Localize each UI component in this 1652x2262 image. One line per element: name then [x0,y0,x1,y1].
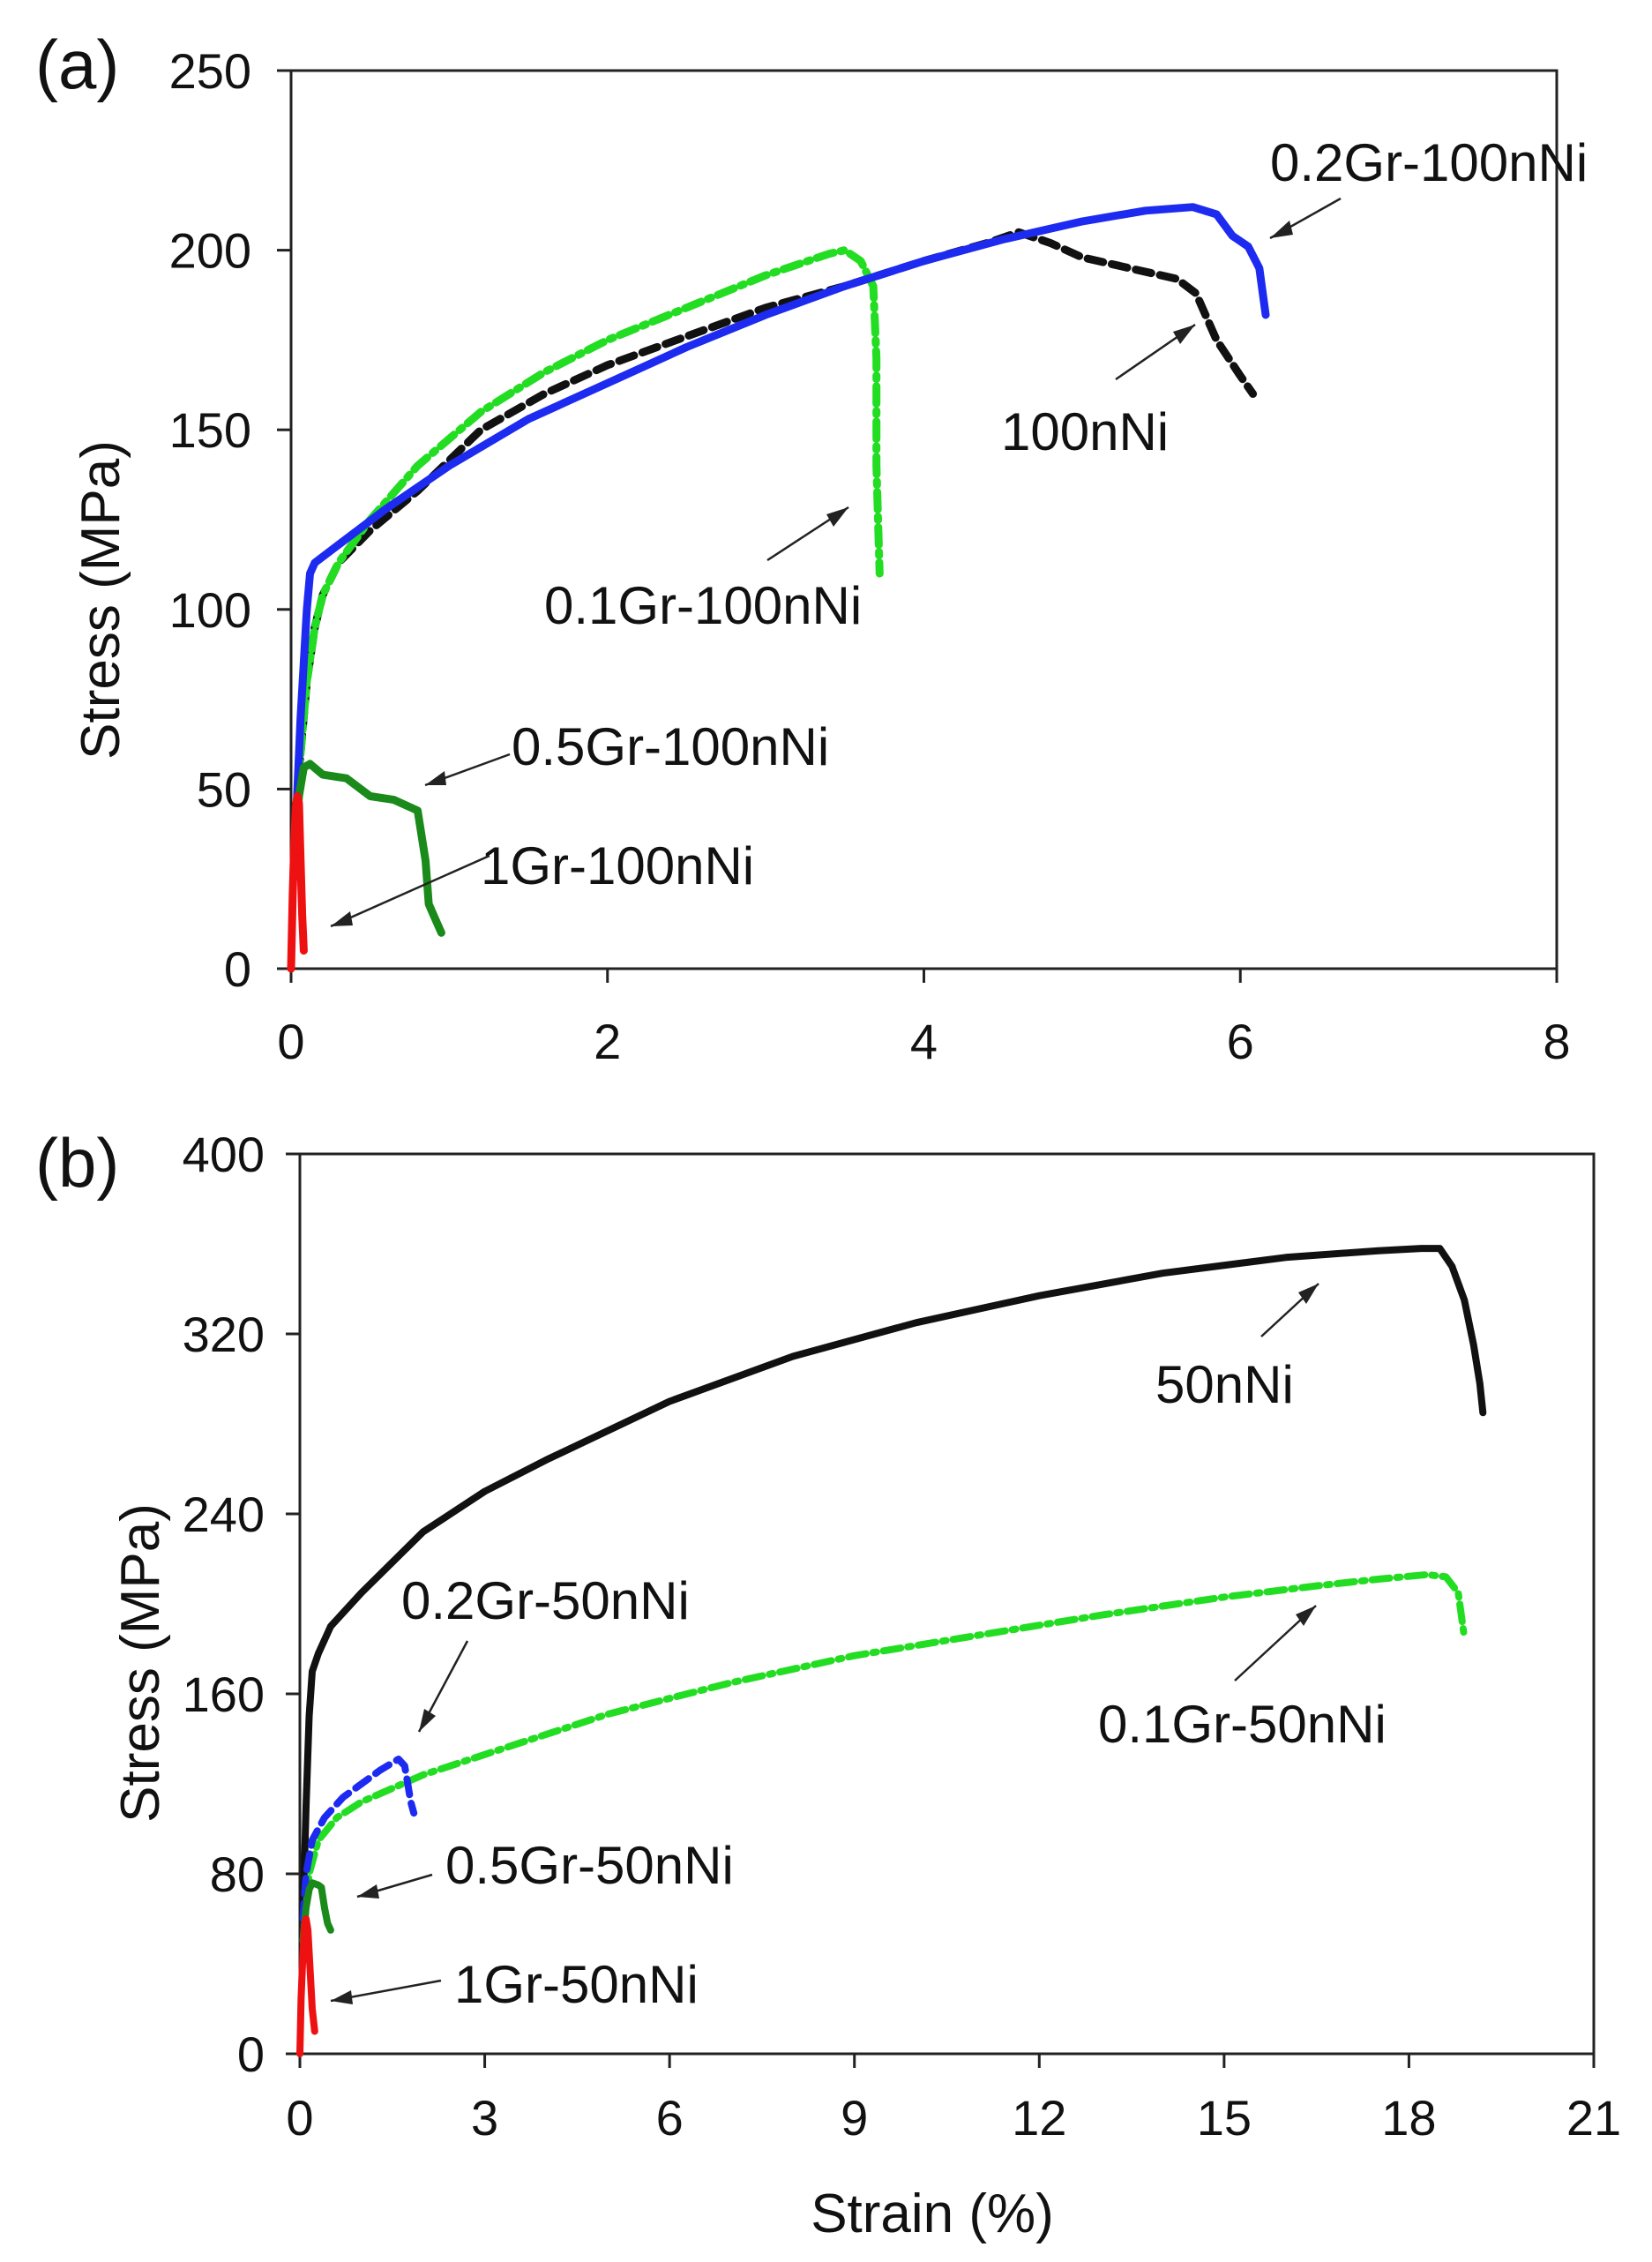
series-line-0.1gr-100nni [291,246,884,829]
panel-a-x-tick-label: 0 [277,1014,304,1069]
arrowhead-icon [1173,325,1195,344]
panel-b-frame [298,1152,1596,2056]
annotation-label-0.1gr-100nni: 0.1Gr-100nNi [544,576,862,635]
panel-a-y-tick-label: 100 [169,582,251,638]
panel-b-annotation-1gr-50nni: 1Gr-50nNi [330,1955,699,2014]
panel-b-y-axis-title: Stress (MPa) [110,1503,171,1823]
annotation-label-0.1gr-50nni: 0.1Gr-50nNi [1098,1695,1387,1754]
annotation-label-1gr-100nni: 1Gr-100nNi [481,836,754,895]
series-line-1gr-100nni [287,792,308,973]
panel-a-x-tick-label: 2 [594,1014,621,1069]
panel-a-x-tick-label: 8 [1543,1014,1570,1069]
series-line-0.1gr-50nni [299,1570,1469,1945]
panel-b-y-tick-label: 320 [183,1307,265,1362]
panel-b-annotation-0.1gr-50nni: 0.1Gr-50nNi [1098,1605,1387,1754]
series-line-0.2gr-50nni [299,1756,418,1922]
panel-a-y-tick-label: 150 [169,402,251,458]
panel-a-y-tick-label: 50 [197,761,251,817]
panel-a-y-tick-label: 0 [224,941,251,997]
series-line-50nni [299,1245,1487,1922]
annotation-label-0.5gr-50nni: 0.5Gr-50nNi [445,1836,734,1895]
panel-b-y-tick-label: 400 [183,1127,265,1182]
series-line-0.5gr-50nni [299,1879,334,1945]
panel-b-x-tick-label: 12 [1012,2090,1066,2146]
panel-b-label: (b) [35,1124,119,1202]
arrowhead-icon [1270,221,1293,238]
panel-a-annotation-0.2gr-100nni: 0.2Gr-100nNi [1269,133,1588,240]
panel-a-x-tick-label: 6 [1227,1014,1254,1069]
annotation-label-0.5gr-100nni: 0.5Gr-100nNi [512,717,829,776]
annotation-label-1gr-50nni: 1Gr-50nNi [454,1955,699,2014]
panel-b-annotation-0.5gr-50nni: 0.5Gr-50nNi [356,1836,734,1899]
annotation-arrow [330,854,490,928]
panel-a-y-axis-title: Stress (MPa) [71,440,131,760]
annotation-label-0.2gr-100nni: 0.2Gr-100nNi [1270,133,1588,192]
panel-a-chart: (a) 0 2 4 6 8 0 50 100 150 200 250 Stres… [35,26,1588,1069]
series-line-0.2gr-100nni [291,203,1270,829]
annotation-label-50nni: 50nNi [1155,1355,1294,1414]
annotation-label-0.2gr-50nni: 0.2Gr-50nNi [401,1571,690,1630]
arrowhead-icon [1296,1606,1316,1626]
panel-a-annotation-100nni: 100nNi [1001,323,1196,461]
arrowhead-icon [826,507,848,527]
arrowhead-icon [419,1709,436,1732]
arrowhead-icon [331,1990,353,2004]
panel-b-y-tick-label: 160 [183,1667,265,1722]
panel-a-y-tick-label: 200 [169,223,251,279]
panel-a-y-tick-label: 250 [169,43,251,99]
panel-b-series [296,1245,1487,2057]
annotation-label-100nni: 100nNi [1001,402,1169,461]
arrowhead-icon [357,1884,379,1899]
panel-b-x-tick-label: 9 [841,2090,868,2146]
panel-a-annotation-1gr-100nni: 1Gr-100nNi [330,836,754,928]
panel-a-label: (a) [35,26,119,103]
panel-b-x-tick-label: 15 [1197,2090,1252,2146]
arrowhead-icon [425,771,446,785]
panel-b-x-tick-label: 18 [1381,2090,1436,2146]
panel-a-x-tick-label: 4 [910,1014,938,1069]
panel-a-series [287,203,1270,973]
panel-b-y-tick-label: 0 [237,2026,265,2082]
panel-b-chart: (b) 0 3 6 9 12 15 18 21 0 80 160 240 320… [35,1124,1621,2244]
panel-a-frame [289,69,1559,970]
panel-b-y-tick-labels: 0 80 160 240 320 400 [183,1127,265,2082]
panel-b-annotation-0.2gr-50nni: 0.2Gr-50nNi [401,1571,690,1733]
arrowhead-icon [1298,1284,1319,1304]
panel-b-x-tick-label: 21 [1566,2090,1621,2146]
panel-a-annotation-0.5gr-100nni: 0.5Gr-100nNi [424,717,829,787]
panel-b-x-axis-title: Strain (%) [811,2183,1054,2244]
series-line-1gr-50nni [296,1915,318,2057]
series-line-0.5gr-100nni [290,760,445,937]
panel-a-y-tick-labels: 0 50 100 150 200 250 [169,43,251,997]
panel-b-x-tick-labels: 0 3 6 9 12 15 18 21 [286,2090,1621,2146]
panel-b-x-tick-label: 3 [471,2090,498,2146]
panel-b-annotation-50nni: 50nNi [1155,1283,1319,1414]
arrowhead-icon [331,911,353,926]
panel-a-x-tick-labels: 0 2 4 6 8 [277,1014,1570,1069]
panel-b-x-tick-label: 6 [656,2090,684,2146]
panel-b-y-tick-label: 80 [210,1846,265,1902]
panel-b-y-tick-label: 240 [183,1487,265,1542]
panel-b-x-tick-label: 0 [286,2090,313,2146]
panel-a-ticks [277,69,1559,983]
panel-a-annotation-0.1gr-100nni: 0.1Gr-100nNi [544,506,862,635]
